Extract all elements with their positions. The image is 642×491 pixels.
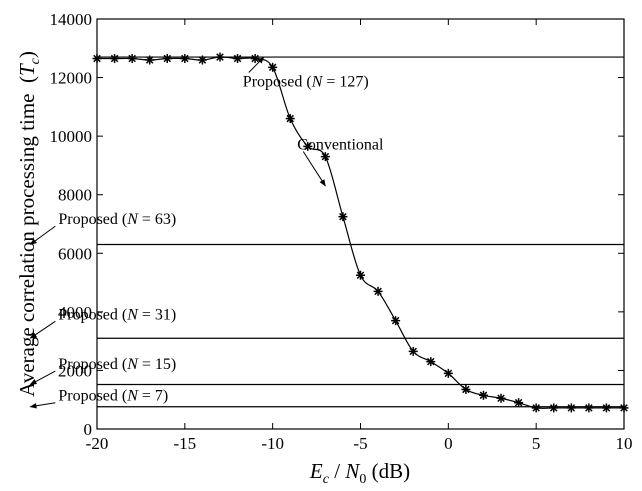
y-tick-label: 12000 [50, 69, 93, 88]
x-tick-label: 0 [444, 434, 453, 453]
x-axis-label: Ec / N0 (dB) [309, 459, 410, 487]
x-tick-label: 5 [532, 434, 541, 453]
marker-stroke [251, 54, 259, 63]
y-axis-label: Average correlation processing time (Tc) [15, 51, 43, 397]
data-point [601, 403, 611, 413]
marker-stroke [198, 56, 207, 64]
data-point [408, 346, 418, 356]
marker-stroke [514, 398, 523, 407]
annotation-label: Conventional [297, 136, 384, 153]
marker-stroke [497, 394, 505, 403]
x-tick-label: -5 [353, 434, 367, 453]
data-point [303, 141, 313, 151]
x-tick-label: -15 [173, 434, 196, 453]
annotation-arrow [29, 370, 56, 385]
marker-stroke [462, 385, 470, 394]
y-tick-label: 8000 [58, 186, 92, 205]
x-tick-label: 10 [616, 434, 633, 453]
data-point [549, 403, 559, 413]
annotation-label: Proposed (N = 63) [58, 211, 176, 228]
data-point [320, 152, 330, 162]
data-point [514, 398, 524, 408]
y-tick-label: 6000 [58, 244, 92, 263]
data-point [215, 52, 225, 62]
y-tick-label: 2000 [58, 361, 92, 380]
marker-stroke [391, 316, 400, 325]
marker-stroke [216, 53, 224, 61]
axis-ticks: -20 -15 -10 -5 0 5 10 0 2000 4000 6000 8000 10000 120… [50, 10, 633, 453]
marker-stroke [181, 54, 189, 63]
marker-stroke [321, 152, 330, 161]
marker-stroke [304, 142, 312, 151]
data-point [285, 114, 295, 124]
marker-stroke [356, 271, 365, 280]
data-point [478, 390, 488, 400]
annotation-label: Proposed (N = 15) [58, 356, 176, 373]
data-point [443, 368, 453, 378]
marker-stroke [374, 287, 382, 296]
marker-stroke [549, 404, 558, 412]
marker-stroke [286, 114, 295, 123]
data-point [373, 286, 383, 296]
marker-stroke [409, 347, 417, 356]
annotation-label: Proposed (N = 31) [58, 306, 176, 323]
data-point [233, 54, 243, 64]
annotation-arrow [302, 151, 326, 187]
annotation-arrow [29, 225, 56, 245]
data-point [356, 270, 365, 280]
marker-stroke [426, 357, 435, 366]
x-tick-label: -20 [86, 434, 109, 453]
marker-stroke [479, 391, 488, 400]
marker-stroke [110, 54, 119, 63]
marker-stroke [532, 404, 540, 412]
annotations: Proposed (N = 127) Conventional Proposed (… [29, 56, 384, 409]
data-point [566, 403, 576, 413]
annotation-label: Proposed (N = 127) [243, 74, 369, 91]
y-tick-label: 4000 [58, 303, 92, 322]
marker-stroke [444, 369, 453, 378]
marker-stroke [339, 212, 347, 221]
marker-stroke [567, 404, 576, 412]
annotation-arrow [29, 402, 56, 409]
data-point [531, 403, 541, 413]
proposed-lines [97, 56, 624, 408]
annotation-arrow [248, 56, 265, 73]
data-point [127, 54, 137, 64]
y-tick-label: 14000 [50, 10, 93, 29]
marker-stroke [268, 63, 277, 72]
data-point [461, 384, 471, 394]
data-point [268, 62, 278, 72]
data-point [426, 357, 436, 367]
data-point [496, 393, 506, 403]
marker-stroke [163, 54, 172, 63]
marker-stroke [128, 54, 136, 63]
conventional-markers [92, 52, 629, 413]
marker-stroke [233, 54, 242, 63]
data-point [584, 403, 594, 413]
data-point [162, 54, 172, 64]
annotation-arrow [29, 320, 56, 339]
annotation-label: Proposed (N = 7) [58, 388, 168, 405]
y-tick-label: 0 [84, 420, 93, 439]
data-point [145, 55, 155, 65]
data-point [110, 54, 120, 64]
data-point [338, 212, 348, 222]
x-tick-label: -10 [261, 434, 284, 453]
data-point [391, 316, 401, 326]
marker-stroke [602, 404, 611, 412]
data-point [180, 54, 190, 64]
data-point [197, 55, 207, 65]
marker-stroke [585, 404, 593, 412]
data-point [250, 54, 260, 64]
marker-stroke [145, 56, 154, 64]
y-tick-label: 10000 [50, 127, 93, 146]
